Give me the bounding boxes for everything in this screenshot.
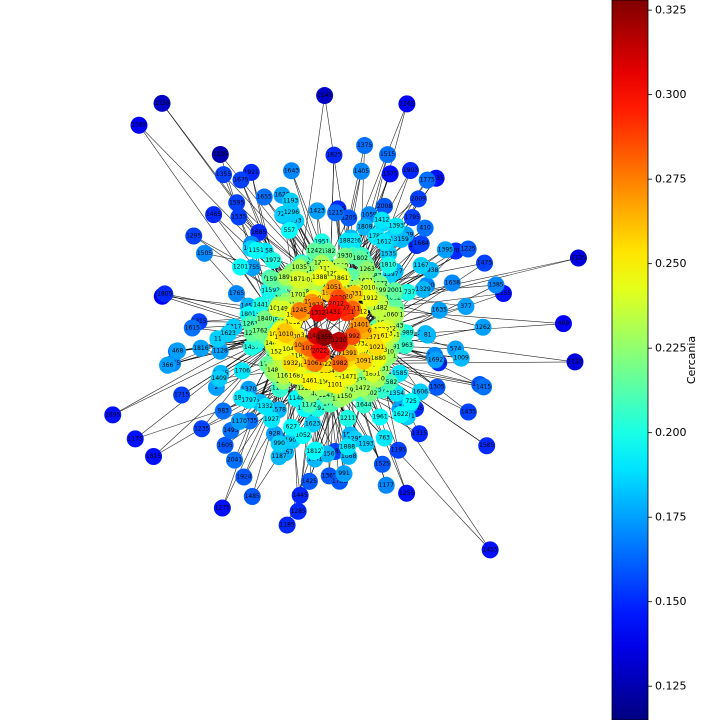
colorbar-ticks: 0.125 0.150 0.175 0.200 0.225 0.250 0.275 0.300… [648, 4, 687, 693]
colorbar-tick-label: 0.125 [655, 680, 687, 693]
colorbar-tick-label: 0.225 [655, 342, 687, 355]
colorbar-tick-label: 0.275 [655, 173, 687, 186]
colorbar-gradient [611, 0, 649, 720]
colorbar-tick-label: 0.325 [655, 4, 687, 17]
colorbar-tick-label: 0.300 [655, 88, 687, 101]
colorbar-tick-label: 0.175 [655, 511, 687, 524]
colorbar-tick-label: 0.150 [655, 595, 687, 608]
colorbar-tick-label: 0.200 [655, 426, 687, 439]
colorbar-tick-label: 0.250 [655, 257, 687, 270]
colorbar-title: Cercania [685, 336, 698, 384]
